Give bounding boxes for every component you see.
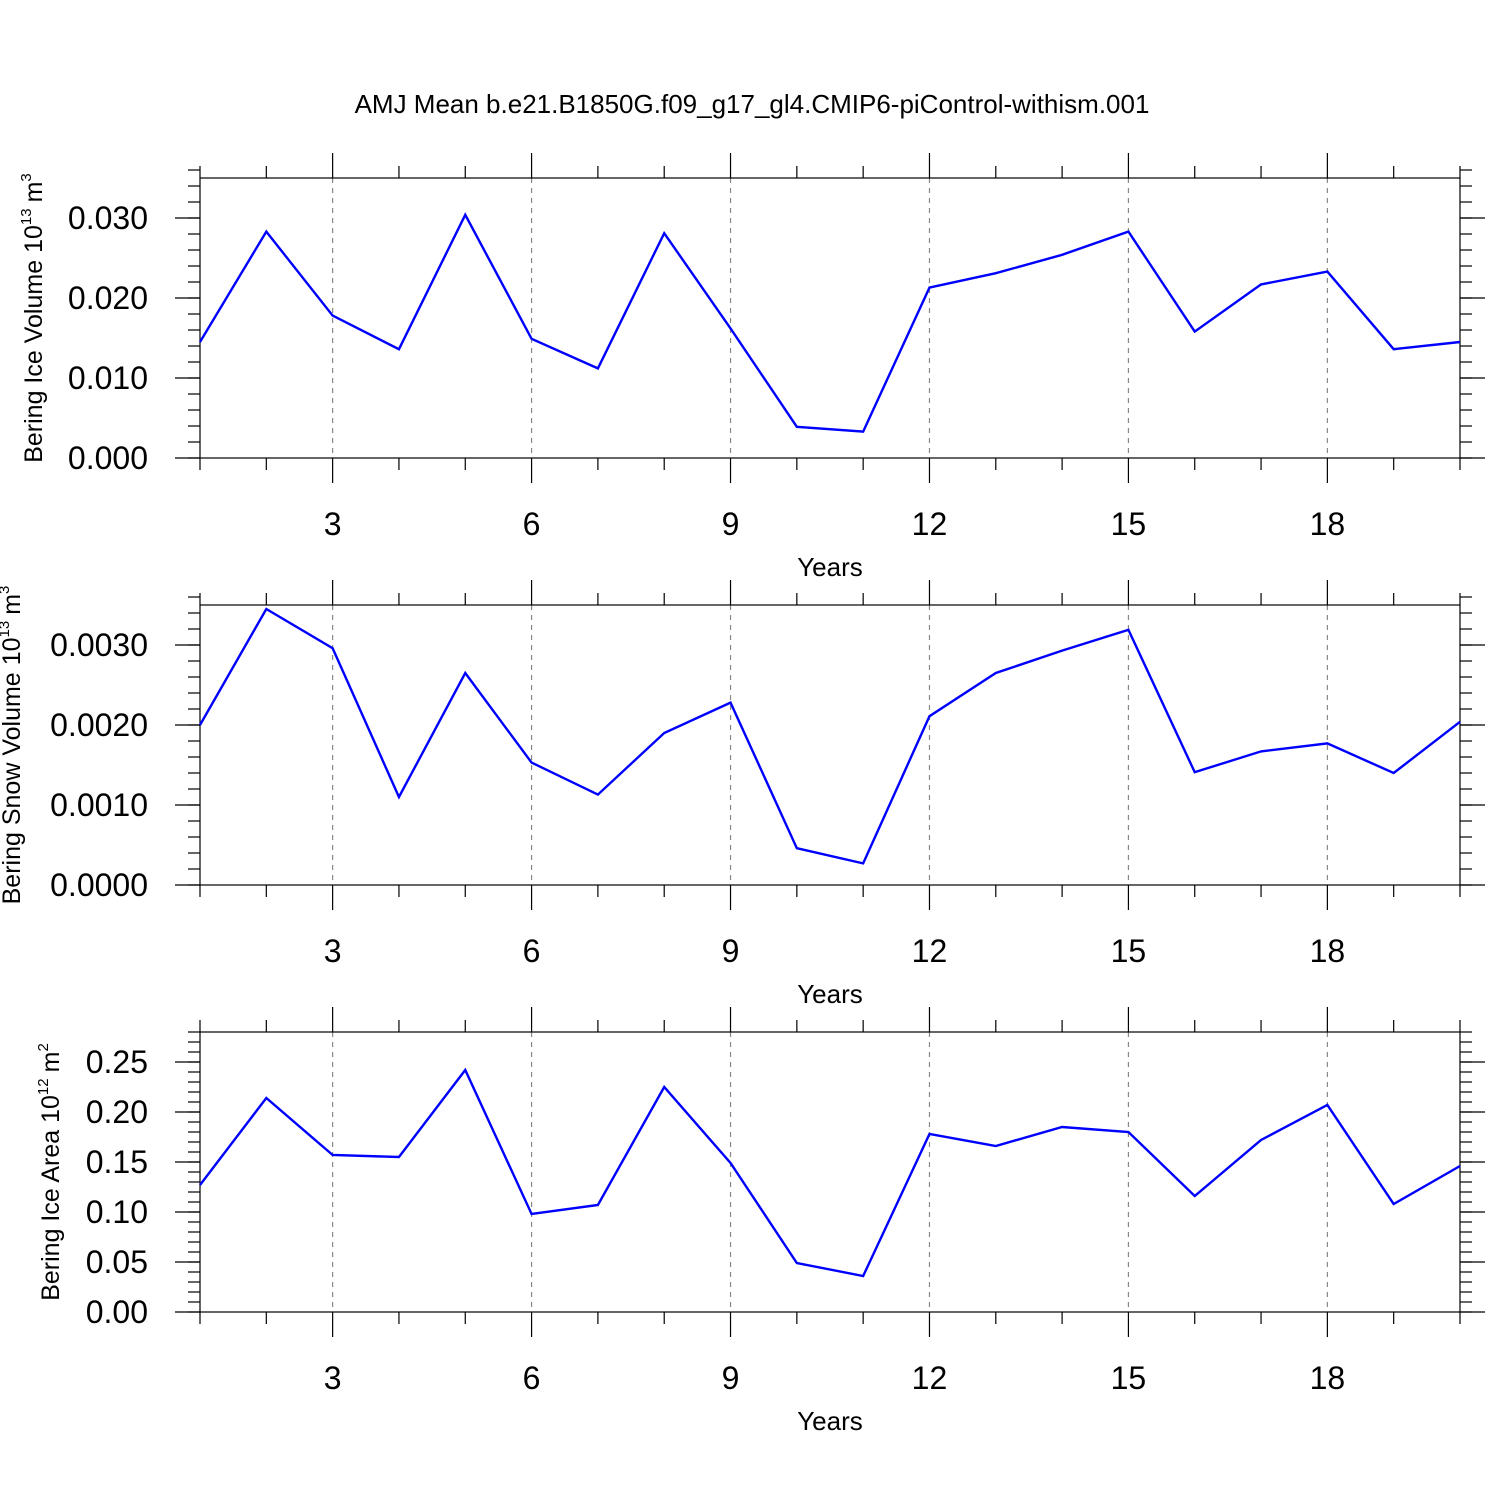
ylabel-snow-volume: Bering Snow Volume1013m3 — [0, 586, 26, 905]
panel-snow-volume: Bering Snow Volume1013m3 Years 0.0000 0.0… — [0, 580, 1485, 1009]
y-tick-label: 0.030 — [68, 200, 148, 236]
x-tick-label: 9 — [722, 933, 740, 969]
panel-ice-volume: Bering Ice Volume1013m3 Years 0.000 0.010… — [18, 153, 1485, 582]
y-tick-label: 0.0020 — [50, 707, 148, 743]
x-tick-label: 18 — [1310, 933, 1346, 969]
xlabel-ice-volume: Years — [797, 552, 863, 582]
panel-ice-area: Bering Ice Area1012m2 Years 0.00 0.05 0.10… — [35, 1007, 1485, 1436]
ylabel-ice-area: Bering Ice Area1012m2 — [35, 1043, 65, 1301]
series-line-snow-volume — [198, 607, 1461, 865]
y-tick-label: 0.020 — [68, 280, 148, 316]
y-tick-label: 0.00 — [86, 1294, 148, 1330]
x-tick-label: 12 — [912, 1360, 948, 1396]
y-tick-label: 0.000 — [68, 440, 148, 476]
plot-frame — [199, 604, 1461, 886]
x-tick-label: 12 — [912, 933, 948, 969]
y-tick-label: 0.0010 — [50, 787, 148, 823]
ylabel-ice-volume: Bering Ice Volume1013m3 — [18, 173, 48, 463]
y-tick-label: 0.0030 — [50, 627, 148, 663]
xlabel-snow-volume: Years — [797, 979, 863, 1009]
y-tick-label: 0.25 — [86, 1044, 148, 1080]
x-tick-label: 18 — [1310, 1360, 1346, 1396]
y-tick-label: 0.05 — [86, 1244, 148, 1280]
figure-title: AMJ Mean b.e21.B1850G.f09_g17_gl4.CMIP6-… — [355, 89, 1150, 119]
x-tick-label: 6 — [523, 1360, 541, 1396]
y-tick-label: 0.10 — [86, 1194, 148, 1230]
xlabel-ice-area: Years — [797, 1406, 863, 1436]
x-tick-label: 15 — [1111, 1360, 1147, 1396]
x-tick-label: 6 — [523, 933, 541, 969]
y-tick-label: 0.15 — [86, 1144, 148, 1180]
series-line-ice-volume — [198, 212, 1461, 433]
x-tick-label: 3 — [324, 1360, 342, 1396]
y-tick-label: 0.0000 — [50, 867, 148, 903]
y-tick-label: 0.010 — [68, 360, 148, 396]
x-tick-label: 9 — [722, 1360, 740, 1396]
x-tick-label: 12 — [912, 506, 948, 542]
x-tick-label: 9 — [722, 506, 740, 542]
x-tick-label: 18 — [1310, 506, 1346, 542]
y-tick-label: 0.20 — [86, 1094, 148, 1130]
x-tick-label: 15 — [1111, 506, 1147, 542]
x-tick-label: 15 — [1111, 933, 1147, 969]
x-tick-label: 6 — [523, 506, 541, 542]
series-line-ice-area — [199, 1067, 1461, 1278]
x-tick-label: 3 — [324, 933, 342, 969]
plot-frame — [199, 177, 1461, 459]
x-tick-label: 3 — [324, 506, 342, 542]
